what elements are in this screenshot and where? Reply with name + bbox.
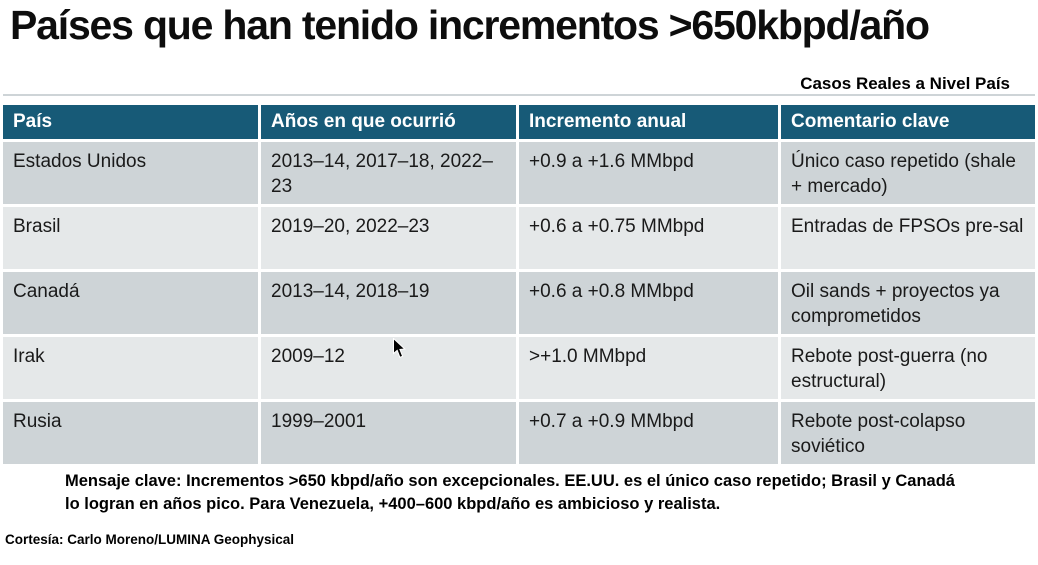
cell-anos: 2013–14, 2018–19 — [261, 272, 516, 334]
cell-comentario: Rebote post-guerra (no estructural) — [781, 337, 1035, 399]
cell-comentario: Único caso repetido (shale + mercado) — [781, 142, 1035, 204]
column-header-anos: Años en que ocurrió — [261, 105, 516, 139]
key-message: Mensaje clave: Incrementos >650 kbpd/año… — [65, 472, 955, 513]
column-header-incremento: Incremento anual — [519, 105, 778, 139]
cell-comentario: Entradas de FPSOs pre-sal — [781, 207, 1035, 269]
cell-incremento: +0.7 a +0.9 MMbpd — [519, 402, 778, 464]
cell-anos: 2013–14, 2017–18, 2022–23 — [261, 142, 516, 204]
column-header-pais: País — [3, 105, 258, 139]
cell-incremento: +0.6 a +0.75 MMbpd — [519, 207, 778, 269]
cell-anos: 2009–12 — [261, 337, 516, 399]
column-header-comentario: Comentario clave — [781, 105, 1035, 139]
cell-comentario: Oil sands + proyectos ya comprometidos — [781, 272, 1035, 334]
credit-line: Cortesía: Carlo Moreno/LUMINA Geophysica… — [5, 532, 295, 547]
cell-anos: 2019–20, 2022–23 — [261, 207, 516, 269]
cell-incremento: +0.9 a +1.6 MMbpd — [519, 142, 778, 204]
cell-pais: Canadá — [3, 272, 258, 334]
divider — [3, 94, 1035, 96]
page-subtitle: Casos Reales a Nivel País — [800, 74, 1010, 93]
cell-incremento: >+1.0 MMbpd — [519, 337, 778, 399]
cell-pais: Estados Unidos — [3, 142, 258, 204]
country-increments-table: País Años en que ocurrió Incremento anua… — [3, 105, 1035, 464]
mouse-cursor-icon — [393, 338, 406, 358]
cell-pais: Brasil — [3, 207, 258, 269]
cell-anos: 1999–2001 — [261, 402, 516, 464]
cell-incremento: +0.6 a +0.8 MMbpd — [519, 272, 778, 334]
cell-pais: Rusia — [3, 402, 258, 464]
page-title: Países que han tenido incrementos >650kb… — [10, 2, 930, 48]
cell-comentario: Rebote post-colapso soviético — [781, 402, 1035, 464]
cell-pais: Irak — [3, 337, 258, 399]
